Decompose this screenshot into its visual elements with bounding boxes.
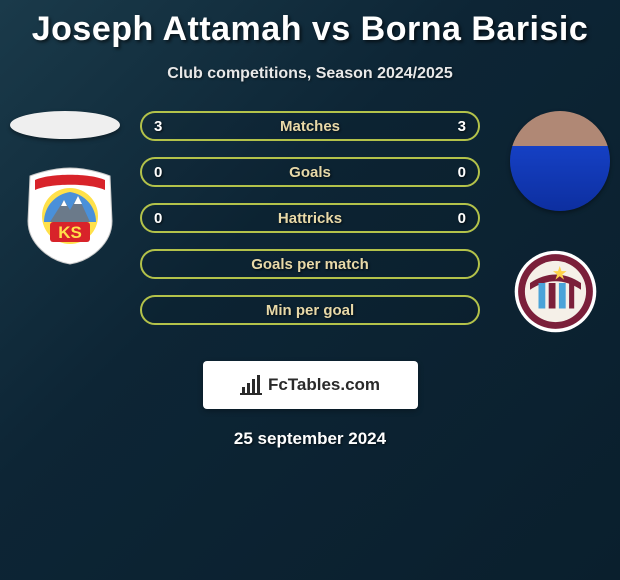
stat-right-value: 3 [458,118,466,135]
stat-row-hattricks: 0 Hattricks 0 [140,203,480,233]
player-left-avatar [10,111,120,139]
stats-area: KS 3 Matches 3 0 [0,111,620,361]
date-text: 25 september 2024 [0,429,620,449]
comparison-title: Joseph Attamah vs Borna Barisic [0,0,620,49]
stat-rows: 3 Matches 3 0 Goals 0 0 Hattricks 0 Goal… [140,111,480,325]
stat-row-goals: 0 Goals 0 [140,157,480,187]
player-right-avatar [510,111,610,211]
stat-left-value: 0 [154,210,162,227]
stat-row-min-per-goal: Min per goal [140,295,480,325]
stat-label: Min per goal [266,302,354,319]
stat-label: Goals [289,164,331,181]
comparison-subtitle: Club competitions, Season 2024/2025 [0,65,620,83]
brand-chart-icon [240,375,262,395]
stat-row-matches: 3 Matches 3 [140,111,480,141]
stat-right-value: 0 [458,164,466,181]
stat-right-value: 0 [458,210,466,227]
svg-text:KS: KS [58,223,82,242]
club-right-badge [513,249,598,334]
stat-left-value: 3 [154,118,162,135]
brand-text: FcTables.com [268,375,380,395]
stat-left-value: 0 [154,164,162,181]
club-left-badge: KS [20,166,120,266]
stat-label: Hattricks [278,210,342,227]
stat-label: Matches [280,118,340,135]
brand-box[interactable]: FcTables.com [203,361,418,409]
stat-row-goals-per-match: Goals per match [140,249,480,279]
stat-label: Goals per match [251,256,369,273]
